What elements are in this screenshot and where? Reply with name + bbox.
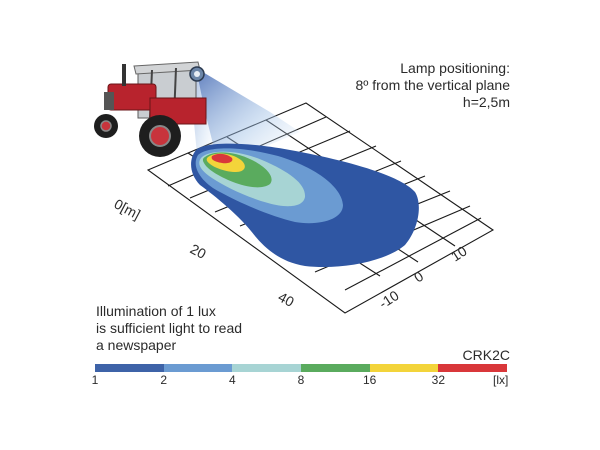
lux-color-scale [95,364,508,372]
axis-label-distance-40: 40 [276,289,297,311]
scale-segment-8 [301,364,370,372]
note-line-2: is sufficient light to read [96,320,243,336]
scale-tick-8: 8 [297,373,305,387]
lamp-positioning-note: Lamp positioning: 8º from the vertical p… [355,60,510,111]
isolux-zones [191,143,419,268]
scale-segment-2 [163,364,233,372]
axis-label-distance-20: 20 [188,241,209,263]
positioning-angle: 8º from the vertical plane [355,77,510,93]
tractor-exhaust [122,64,126,86]
tractor-rear-rim [149,125,171,147]
scale-unit-label: [lx] [493,373,509,387]
model-label: CRK2C [462,347,510,363]
scale-tick-32: 32 [431,373,446,387]
grid-line [344,217,482,291]
positioning-height: h=2,5m [462,94,510,110]
axis-label-distance-0: 0[m] [112,196,144,223]
illumination-note: Illumination of 1 lux is sufficient ligh… [96,303,242,354]
tractor-front-rim [100,120,112,132]
note-line-3: a newspaper [96,337,177,353]
light-beam [196,68,300,158]
tractor-hood [107,83,157,111]
scale-tick-16: 16 [362,373,377,387]
scale-tick-4: 4 [228,373,236,387]
scale-tick-2: 2 [160,373,167,387]
positioning-title: Lamp positioning: [400,60,510,76]
axis-label-lateral-10: 10 [448,242,470,264]
work-lamp-lens [194,71,200,77]
note-line-1: Illumination of 1 lux [96,303,216,319]
axis-label-lateral-minus-10: -10 [376,287,402,312]
tractor-illustration [94,61,207,157]
scale-tick-1: 1 [91,373,99,387]
scale-segment-4 [232,364,302,372]
zone-32-lux [211,153,233,164]
scale-segment-32 [438,364,508,372]
axis-label-lateral-0: 0 [411,268,426,286]
scale-segment-1 [95,364,164,372]
tractor-grille [104,92,114,110]
scale-segment-16 [369,364,439,372]
lux-scale-ticks: 1 2 4 8 16 32 [91,373,507,393]
